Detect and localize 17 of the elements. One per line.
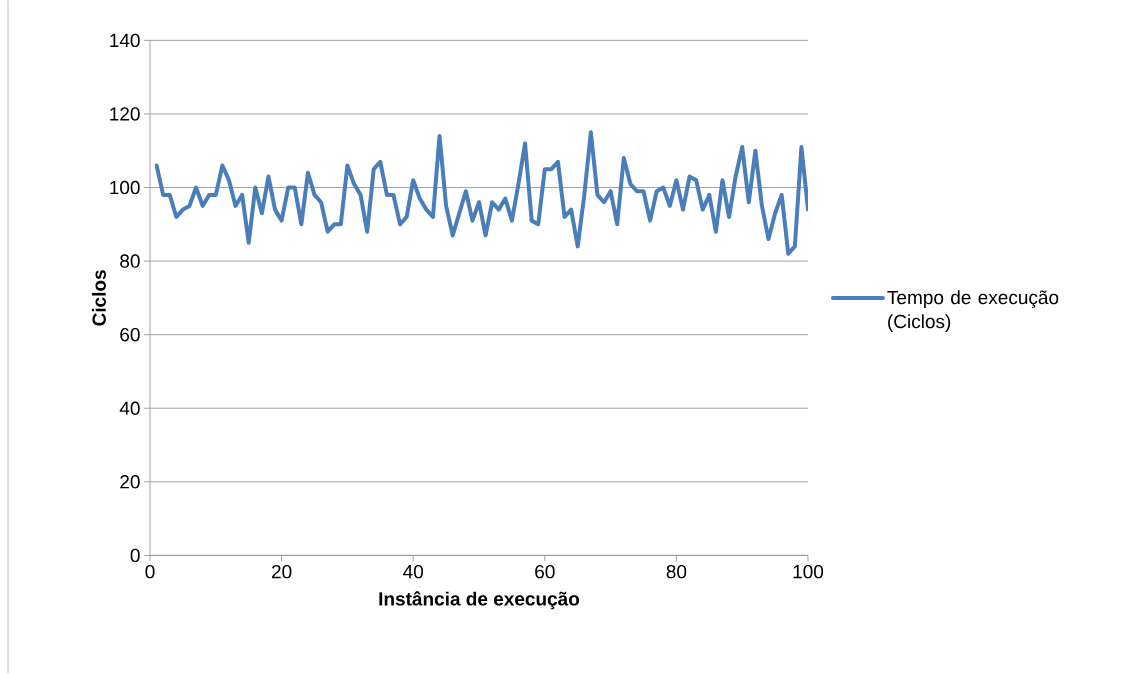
x-axis-title: Instância de execução [379,591,580,610]
y-tick-label: 20 [120,475,140,489]
y-tick-label: 100 [110,180,140,195]
x-tick-label: 60 [535,565,555,579]
x-tick-label: 20 [272,565,292,579]
y-tick-label: 60 [120,328,140,342]
y-tick-label: 0 [130,548,140,563]
x-tick-label: 100 [793,565,824,579]
x-tick-label: 80 [666,565,687,579]
y-axis-title: Ciclos [91,270,106,326]
legend-label: Tempo de execução (Ciclos) [887,290,1059,333]
y-tick-label: 80 [120,254,140,268]
x-tick-label: 0 [145,565,155,579]
y-tick-label: 40 [119,401,140,416]
y-tick-label: 140 [110,33,140,48]
y-tick-label: 120 [110,107,140,121]
x-tick-label: 40 [403,565,424,579]
